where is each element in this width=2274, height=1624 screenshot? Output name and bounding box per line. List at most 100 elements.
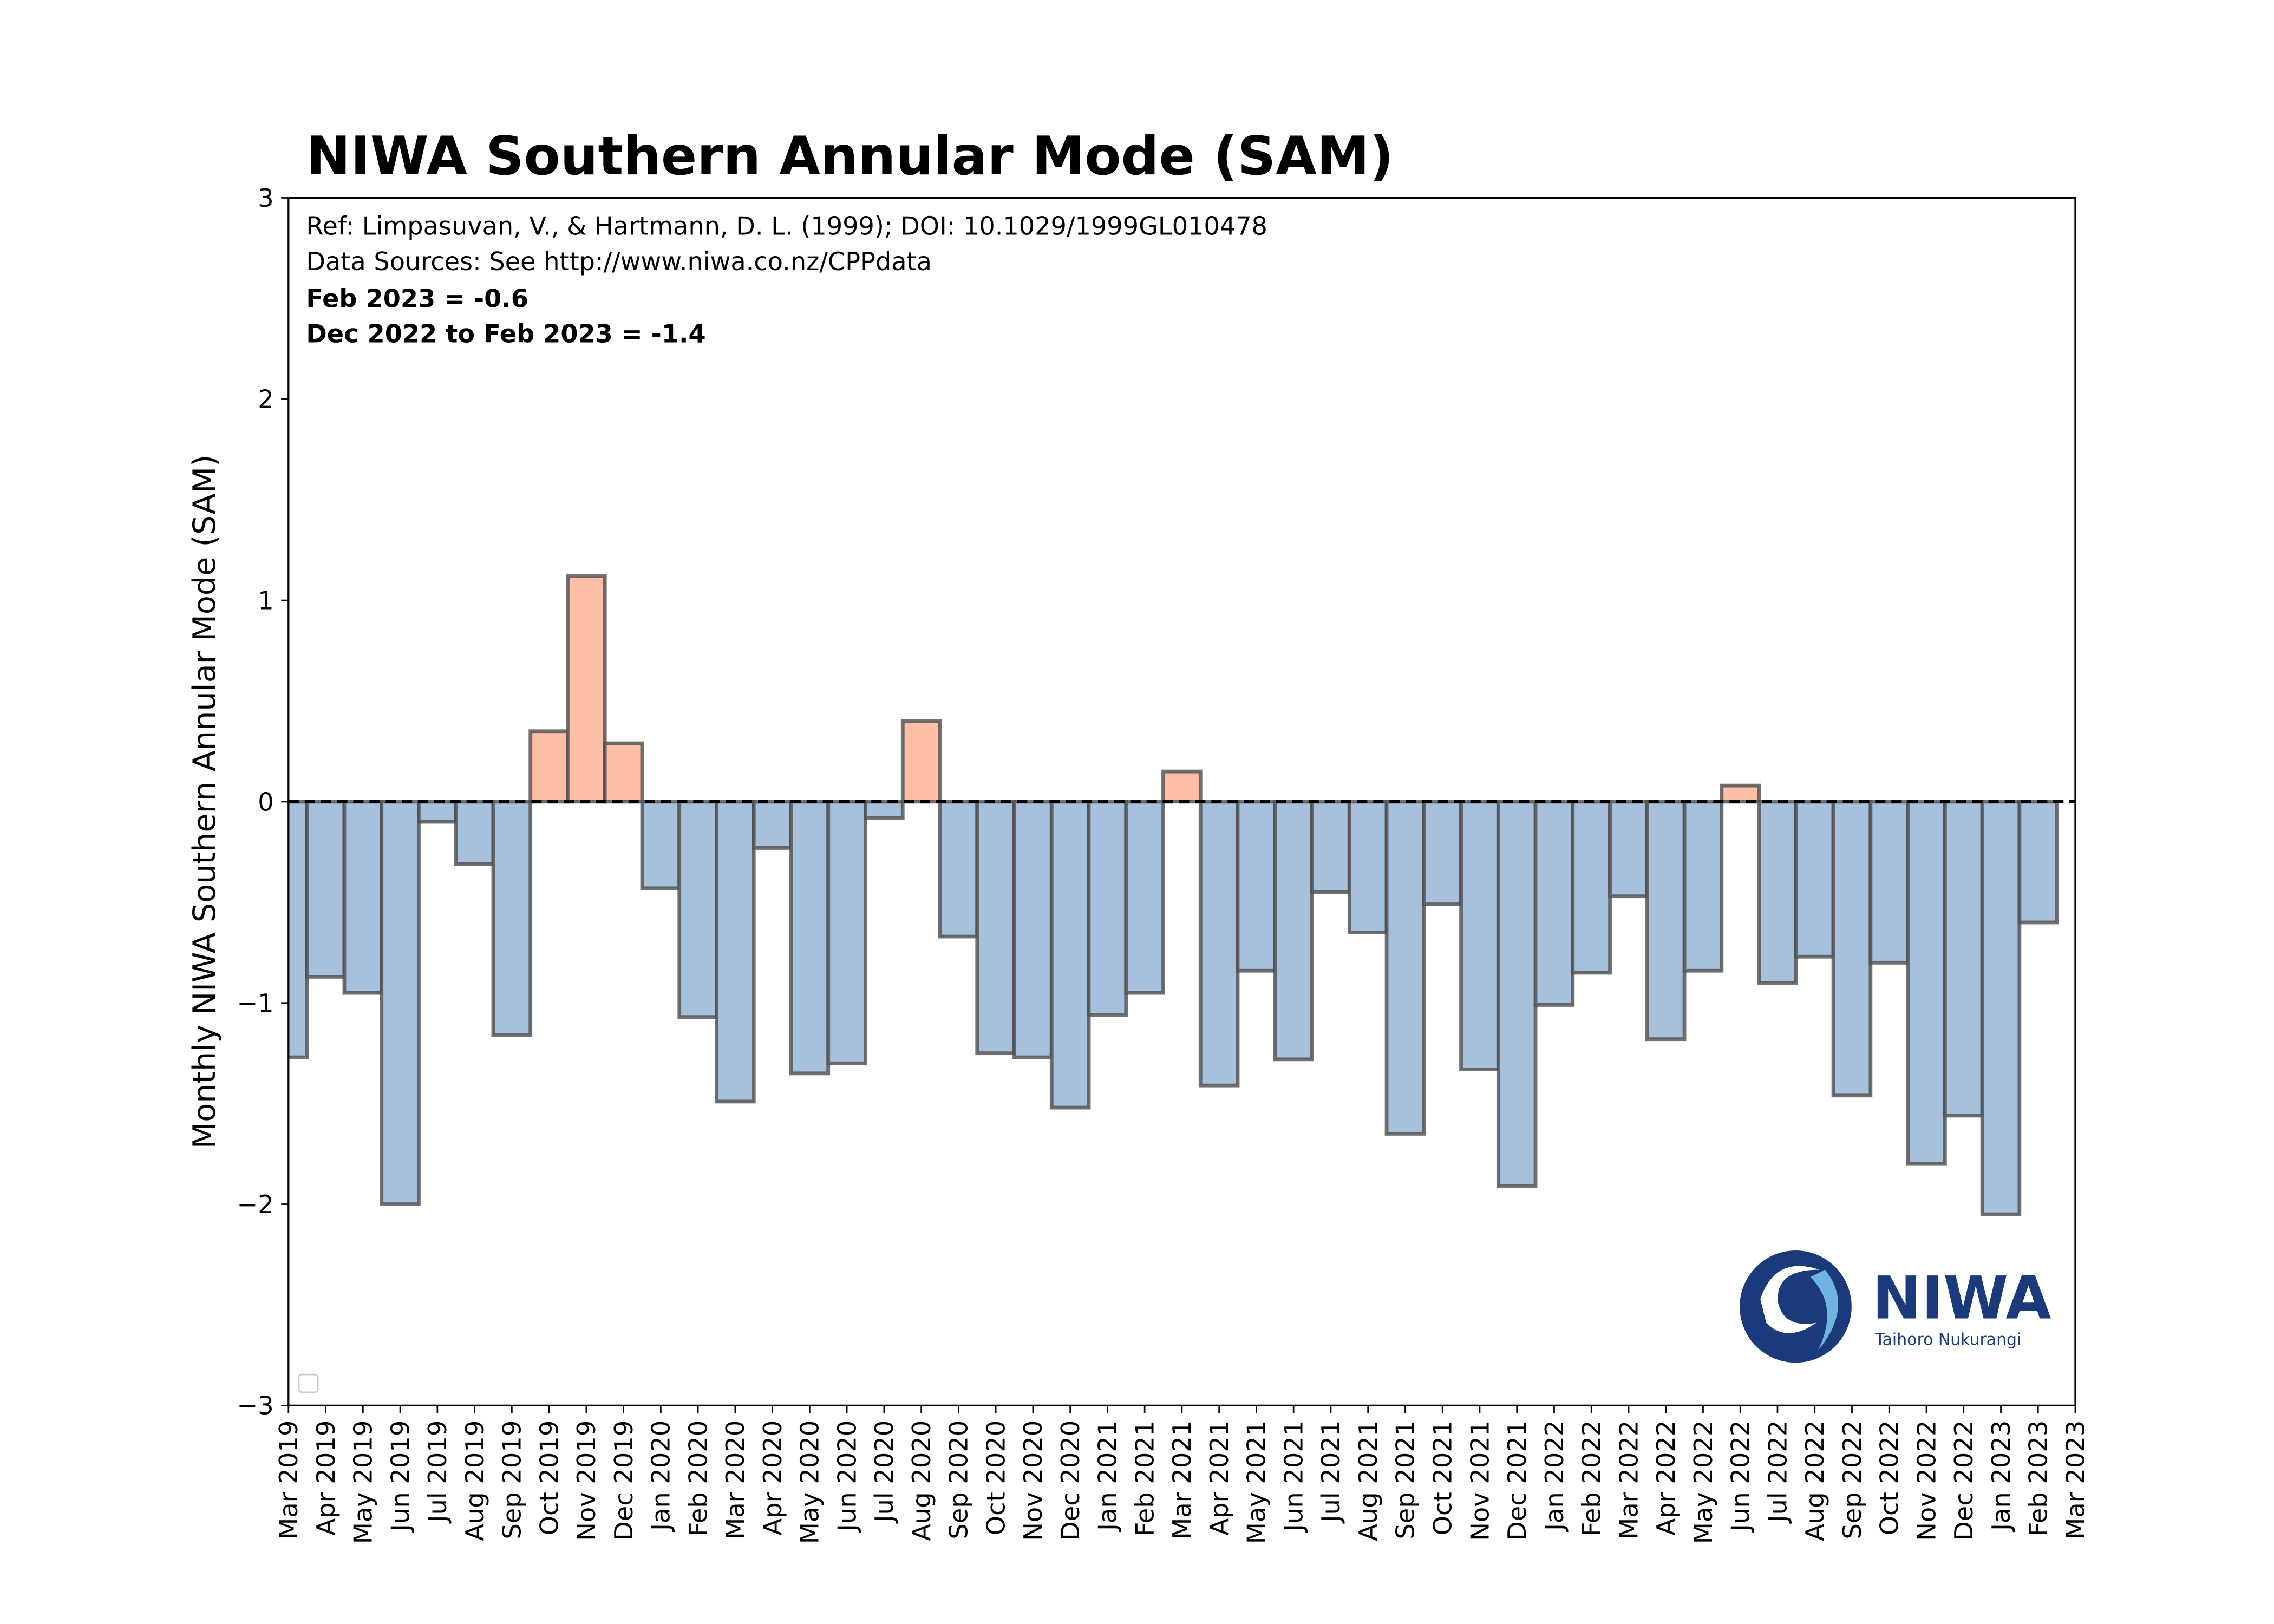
bar — [1459, 800, 1500, 1071]
x-tick-label: Jan 2021 — [1093, 1420, 1122, 1533]
bar — [603, 741, 644, 804]
x-tick-label: Mar 2020 — [721, 1420, 750, 1540]
x-tick-label: Aug 2020 — [907, 1420, 936, 1541]
bar — [1236, 800, 1277, 973]
x-tick-label: Jul 2022 — [1763, 1420, 1792, 1524]
annotation: Dec 2022 to Feb 2023 = -1.4 — [306, 319, 705, 349]
bar — [1720, 783, 1761, 804]
bar — [1161, 769, 1203, 804]
x-tick-label: Oct 2020 — [982, 1420, 1011, 1536]
x-tick-label: Sep 2022 — [1838, 1420, 1867, 1540]
bar — [1384, 800, 1426, 1136]
bar — [677, 800, 718, 1019]
x-tick-label: Dec 2022 — [1949, 1420, 1978, 1541]
bar — [342, 800, 384, 995]
bar — [1310, 800, 1351, 894]
x-tick-label: Mar 2021 — [1167, 1420, 1197, 1540]
bar — [1273, 800, 1314, 1062]
bar — [1906, 800, 1947, 1166]
x-tick-label: Jun 2022 — [1726, 1420, 1755, 1533]
y-tick-label: 2 — [258, 385, 273, 414]
bar — [454, 800, 495, 866]
bar — [1571, 800, 1612, 975]
x-tick-label: Jul 2020 — [870, 1420, 899, 1524]
bar — [826, 800, 867, 1065]
x-tick-label: Jan 2022 — [1540, 1420, 1569, 1533]
x-tick-label: Oct 2019 — [534, 1420, 564, 1536]
x-tick-label: Jun 2021 — [1279, 1420, 1309, 1533]
bar — [380, 800, 421, 1206]
bar — [864, 800, 905, 820]
x-tick-label: Jun 2019 — [385, 1420, 415, 1533]
x-tick-label: Jul 2019 — [423, 1420, 452, 1524]
annotation: Data Sources: See http://www.niwa.co.nz/… — [306, 247, 932, 276]
annotation: Ref: Limpasuvan, V., & Hartmann, D. L. (… — [306, 212, 1267, 241]
bar — [938, 800, 979, 939]
logo-subtitle: Taihoro Nukurangi — [1874, 1331, 2021, 1350]
bar — [1049, 800, 1091, 1110]
y-tick-label: −1 — [237, 988, 274, 1018]
x-tick-label: Apr 2022 — [1651, 1420, 1681, 1536]
bar — [1794, 800, 1835, 959]
x-tick-label: Feb 2021 — [1131, 1420, 1160, 1537]
annotation: Feb 2023 = -0.6 — [306, 284, 528, 313]
x-tick-label: Oct 2021 — [1428, 1420, 1458, 1536]
x-tick-label: Feb 2023 — [2024, 1420, 2053, 1537]
x-tick-label: Sep 2021 — [1391, 1420, 1420, 1540]
x-tick-label: Dec 2021 — [1502, 1420, 1532, 1541]
bar — [1198, 800, 1240, 1088]
bar — [528, 729, 570, 804]
x-tick-label: Jan 2023 — [1987, 1420, 2016, 1533]
x-tick-label: Sep 2020 — [944, 1420, 973, 1540]
logo-swirl — [1810, 1269, 1839, 1351]
bar — [1496, 800, 1538, 1188]
bar — [1608, 800, 1649, 899]
x-tick-label: Apr 2021 — [1205, 1420, 1234, 1536]
bar — [1645, 800, 1687, 1042]
y-axis-label: Monthly NIWA Southern Annular Mode (SAM) — [187, 455, 223, 1149]
x-tick-label: Jun 2020 — [833, 1420, 862, 1533]
bar — [715, 800, 756, 1104]
x-tick-label: Mar 2019 — [274, 1420, 303, 1540]
bar — [491, 800, 533, 1037]
logo-text: NIWA — [1872, 1263, 2051, 1332]
x-tick-label: Jul 2021 — [1316, 1420, 1345, 1524]
x-tick-label: Aug 2022 — [1800, 1420, 1829, 1541]
bar — [975, 800, 1016, 1056]
bar — [1943, 800, 1984, 1118]
bar — [1682, 800, 1724, 973]
x-tick-label: Oct 2022 — [1875, 1420, 1904, 1536]
y-tick-label: −3 — [237, 1391, 274, 1420]
x-tick-label: Aug 2021 — [1354, 1420, 1383, 1541]
x-tick-label: Nov 2021 — [1465, 1420, 1494, 1541]
bar — [789, 800, 831, 1076]
x-tick-label: Mar 2022 — [1614, 1420, 1643, 1540]
x-tick-label: Nov 2019 — [572, 1420, 601, 1541]
y-tick-label: 0 — [258, 787, 273, 816]
legend-box — [298, 1373, 319, 1393]
bar — [566, 574, 607, 804]
x-tick-label: Feb 2022 — [1577, 1420, 1606, 1537]
x-tick-label: Feb 2020 — [683, 1420, 713, 1537]
bar — [1533, 800, 1575, 1007]
chart-title: NIWA Southern Annular Mode (SAM) — [306, 126, 1394, 187]
x-tick-label: May 2022 — [1689, 1420, 1718, 1544]
y-tick-label: −2 — [237, 1190, 274, 1219]
bar — [417, 800, 458, 824]
bar — [1980, 800, 2022, 1216]
x-tick-label: May 2020 — [795, 1420, 825, 1544]
y-tick-label: 3 — [258, 184, 273, 213]
bars — [288, 574, 2059, 1216]
x-tick-label: Nov 2020 — [1018, 1420, 1048, 1541]
y-tick-label: 1 — [258, 586, 273, 615]
x-tick-label: Dec 2020 — [1056, 1420, 1085, 1541]
x-tick-label: Sep 2019 — [498, 1420, 527, 1540]
bar — [900, 719, 942, 804]
x-tick-label: Dec 2019 — [609, 1420, 638, 1541]
bar — [1831, 800, 1873, 1098]
x-tick-label: Apr 2019 — [311, 1420, 341, 1536]
x-tick-label: Nov 2022 — [1912, 1420, 1941, 1541]
bar — [1012, 800, 1054, 1059]
bar — [1422, 800, 1463, 906]
